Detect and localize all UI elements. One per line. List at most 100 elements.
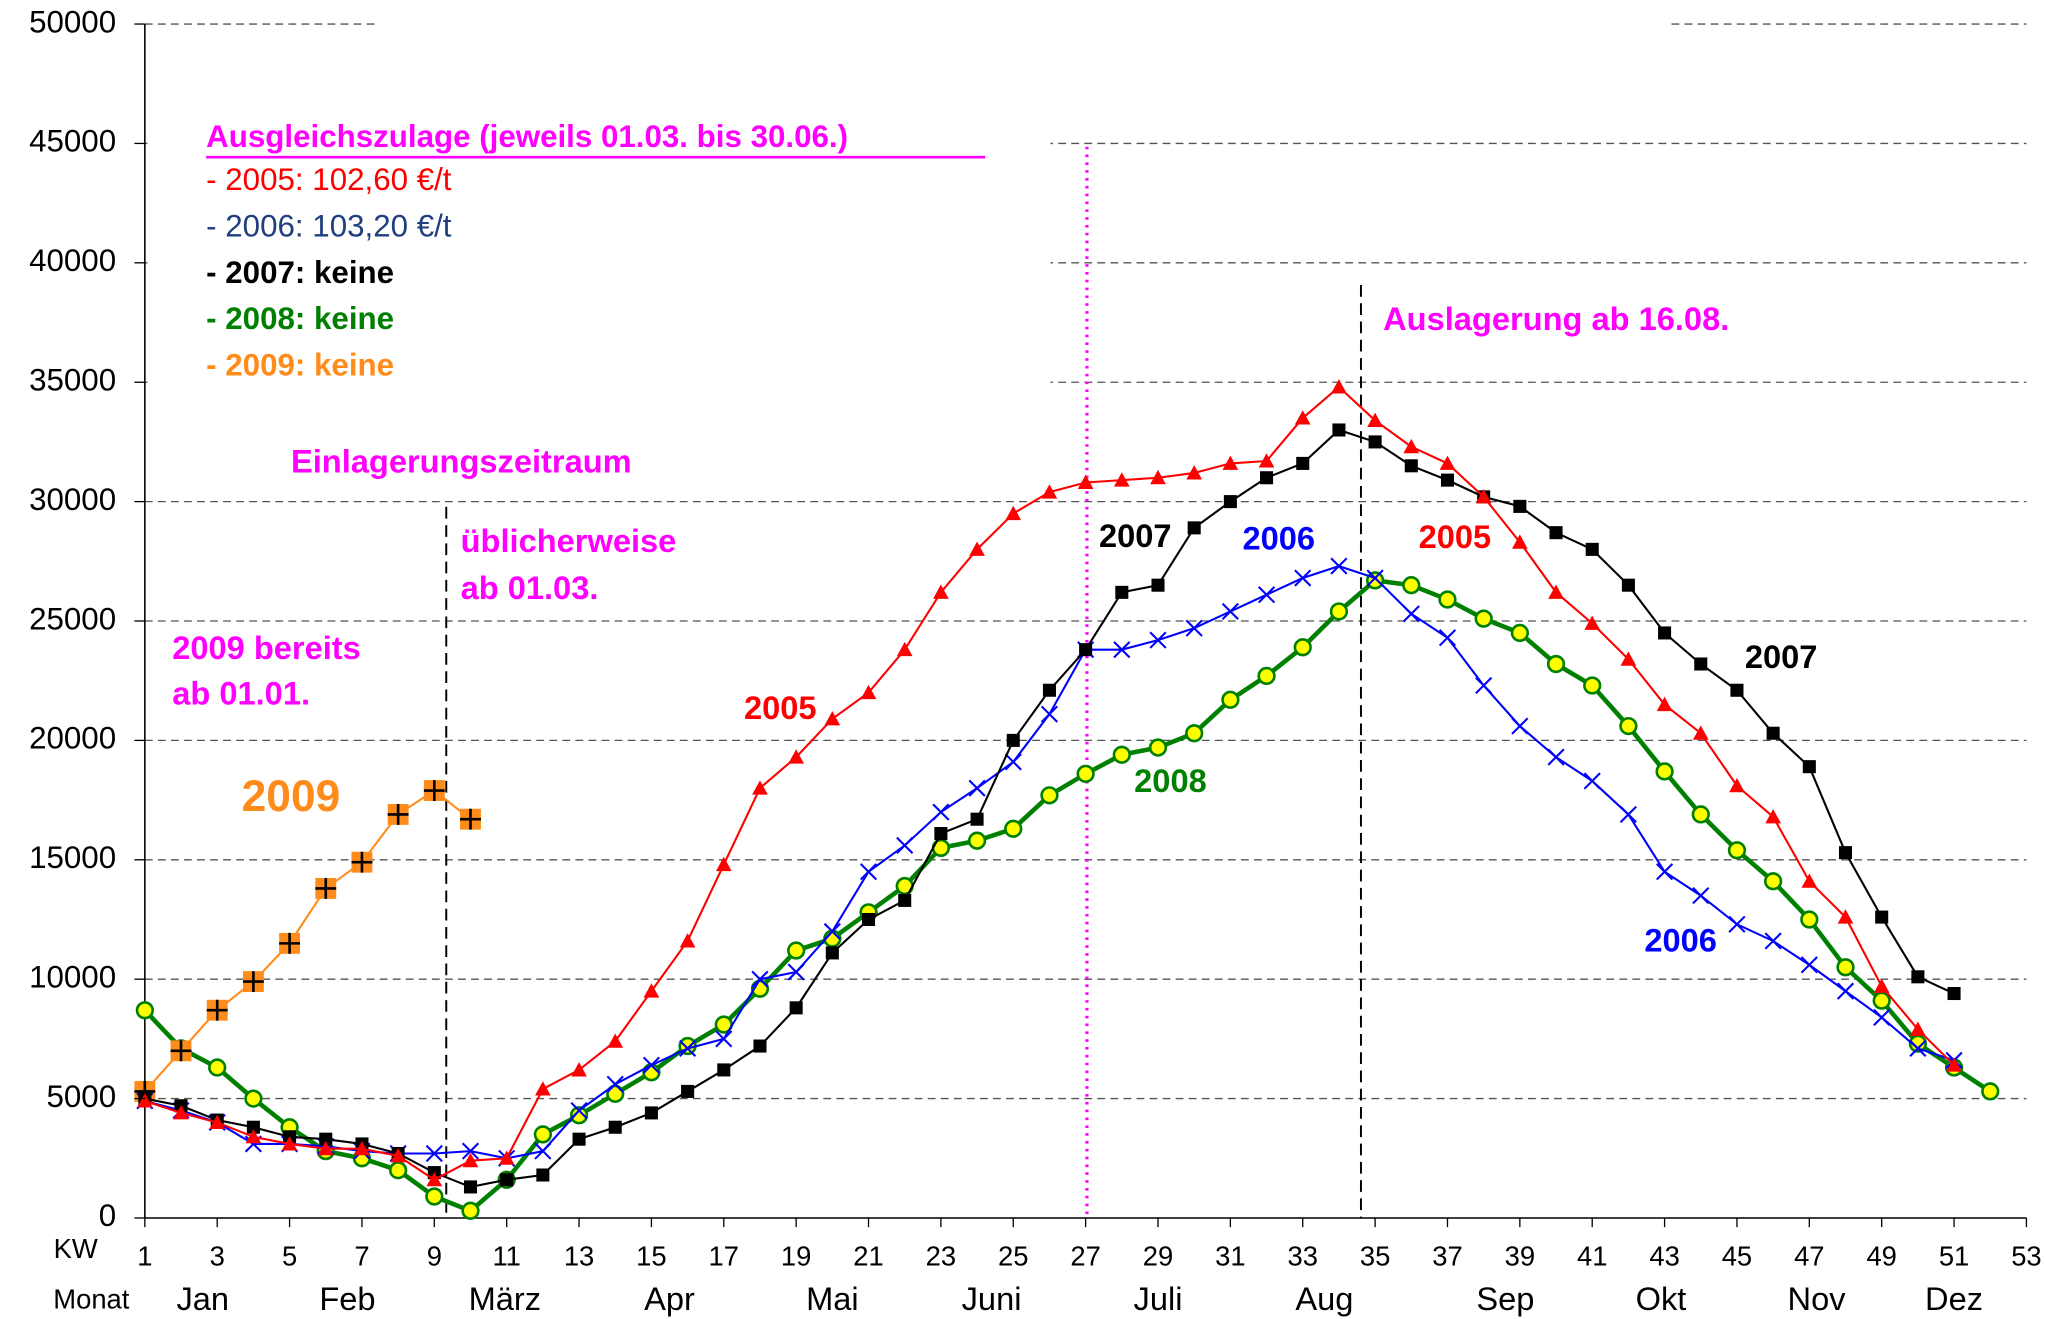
x-tick-label: 37 — [1432, 1241, 1462, 1272]
point — [1512, 534, 1528, 549]
month-label: März — [469, 1280, 541, 1317]
point — [824, 711, 841, 726]
title-segment: 2009 — [1246, 0, 1333, 2]
x-tick-label: 35 — [1360, 1241, 1390, 1272]
point — [1691, 805, 1710, 824]
point-plus — [170, 1040, 192, 1062]
point — [932, 803, 950, 821]
point — [1548, 584, 1564, 599]
series-line — [144, 789, 472, 1093]
point — [1367, 412, 1383, 427]
point — [1981, 1082, 2000, 1101]
point — [1583, 772, 1601, 790]
series-line — [143, 578, 1992, 1214]
point — [463, 1180, 478, 1194]
point — [1764, 872, 1783, 891]
point — [1692, 725, 1709, 740]
point — [1368, 435, 1382, 449]
point — [1112, 745, 1131, 764]
x-tick-label: 33 — [1288, 1241, 1318, 1272]
x-tick-label: 9 — [427, 1241, 442, 1272]
y-tick-label: 40000 — [29, 243, 116, 278]
point — [681, 1084, 695, 1098]
x-tick-label: 47 — [1794, 1241, 1824, 1272]
point — [1004, 819, 1023, 838]
y-tick-label: 35000 — [29, 362, 116, 397]
point — [462, 1152, 479, 1168]
point — [1404, 459, 1418, 473]
month-label: Mai — [806, 1280, 859, 1317]
series-label: 2006 — [1644, 921, 1717, 958]
point — [1221, 602, 1239, 621]
annotation: ab 01.01. — [172, 675, 310, 712]
point — [1260, 471, 1274, 485]
point — [1223, 495, 1237, 509]
point — [1041, 484, 1058, 499]
point — [1727, 841, 1747, 860]
x-tick-label: 15 — [636, 1241, 666, 1272]
point — [1257, 666, 1276, 686]
point — [571, 1062, 587, 1077]
point — [1330, 557, 1348, 575]
point — [1909, 1039, 1927, 1058]
point — [500, 1173, 514, 1187]
point — [1040, 786, 1059, 805]
series-line — [144, 428, 1955, 1189]
y-tick-label: 5000 — [47, 1079, 117, 1114]
point — [319, 1132, 333, 1146]
point — [1293, 638, 1312, 657]
point — [1620, 651, 1637, 666]
series-line — [144, 385, 1955, 1181]
point — [1764, 932, 1782, 950]
point — [1585, 542, 1599, 556]
point — [1619, 716, 1638, 736]
point — [1115, 585, 1129, 599]
point — [1619, 805, 1637, 823]
point — [1838, 846, 1853, 860]
point — [1475, 676, 1493, 695]
title-segment: 2006 — [887, 0, 974, 2]
point — [825, 946, 839, 960]
point — [608, 1120, 622, 1134]
point — [1546, 654, 1566, 674]
point — [1837, 909, 1854, 924]
point — [1800, 956, 1818, 974]
x-tick-label: 1 — [137, 1241, 152, 1272]
point — [1113, 641, 1131, 659]
point — [461, 1201, 480, 1220]
point — [351, 851, 373, 873]
point — [1185, 724, 1204, 743]
point — [969, 541, 985, 556]
title-segment: 2008 — [1127, 0, 1214, 2]
x-tick-label: 43 — [1649, 1241, 1679, 1272]
x-tick-label: 5 — [282, 1241, 297, 1272]
point — [607, 1033, 624, 1048]
point — [933, 584, 949, 599]
point — [753, 1039, 767, 1053]
point — [1656, 696, 1673, 712]
title-segment: / — [1214, 0, 1247, 2]
point — [1438, 629, 1457, 647]
box-title: Ausgleichszulage (jeweils 01.03. bis 30.… — [206, 119, 848, 154]
point — [1547, 748, 1565, 766]
series-label: 2008 — [1134, 762, 1207, 799]
point — [1766, 726, 1780, 740]
point — [1149, 631, 1167, 649]
point — [279, 932, 301, 954]
point — [425, 1144, 443, 1163]
point — [1729, 777, 1745, 793]
title-segment: 2005 — [768, 0, 855, 2]
x-tick-label: 53 — [2011, 1241, 2041, 1272]
month-label: Dez — [1925, 1280, 1983, 1317]
point — [1004, 753, 1022, 771]
point — [536, 1168, 550, 1182]
point — [1329, 602, 1349, 621]
title-segment: / — [855, 0, 888, 2]
point — [388, 1161, 408, 1180]
point — [317, 1140, 334, 1156]
point-plus — [242, 971, 264, 993]
x-tick-label: 31 — [1215, 1241, 1245, 1272]
y-tick-label: 20000 — [29, 721, 116, 756]
point — [425, 1187, 444, 1206]
